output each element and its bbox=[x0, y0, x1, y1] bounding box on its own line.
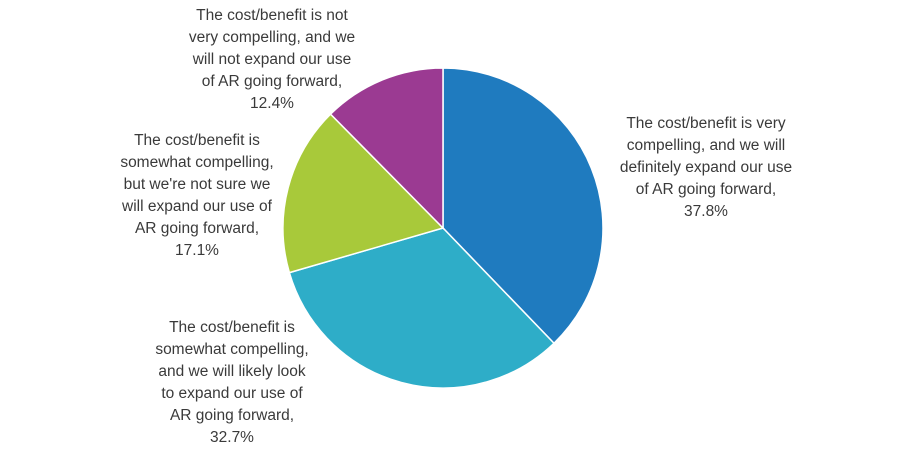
pie-slice-label-line: 17.1% bbox=[175, 242, 219, 259]
pie-slice-label-line: definitely expand our use bbox=[620, 159, 792, 176]
pie-slices bbox=[282, 67, 604, 389]
pie-slice-label-line: will not expand our use bbox=[192, 51, 352, 68]
pie-slice-2 bbox=[288, 227, 556, 389]
pie-slice-label-line: The cost/benefit is very bbox=[626, 115, 786, 132]
pie-slice-label-line: to expand our use of bbox=[161, 385, 303, 402]
pie-slice-label-line: of AR going forward, bbox=[636, 181, 776, 198]
pie-slice-label-2: The cost/benefit is somewhat compelling, a… bbox=[155, 319, 308, 446]
pie-slice-4 bbox=[329, 67, 444, 230]
pie-slice-label-line: 37.8% bbox=[684, 203, 728, 220]
pie-slice-label-line: somewhat compelling, bbox=[155, 341, 308, 358]
pie-slice-label-line: of AR going forward, bbox=[202, 73, 342, 90]
pie-slice-1 bbox=[442, 67, 604, 345]
pie-slice-label-4: The cost/benefit is not very compelling, … bbox=[189, 7, 355, 112]
pie-labels: The cost/benefit is very compelling, and … bbox=[120, 7, 792, 446]
pie-slice-label-line: The cost/benefit is bbox=[134, 132, 260, 149]
pie-slice-label-3: The cost/benefit is somewhat compelling, b… bbox=[120, 132, 273, 259]
pie-slice-label-1: The cost/benefit is very compelling, and … bbox=[620, 115, 792, 220]
pie-slice-label-line: very compelling, and we bbox=[189, 29, 355, 46]
pie-slice-label-line: 12.4% bbox=[250, 95, 294, 112]
pie-slice-label-line: The cost/benefit is not bbox=[196, 7, 348, 24]
pie-slice-3 bbox=[282, 113, 445, 274]
pie-slice-label-line: The cost/benefit is bbox=[169, 319, 295, 336]
pie-slice-label-line: AR going forward, bbox=[135, 220, 259, 237]
pie-slice-label-line: 32.7% bbox=[210, 429, 254, 446]
pie-slice-label-line: and we will likely look bbox=[158, 363, 306, 380]
pie-slice-label-line: AR going forward, bbox=[170, 407, 294, 424]
pie-slice-label-line: somewhat compelling, bbox=[120, 154, 273, 171]
pie-slice-label-line: compelling, and we will bbox=[627, 137, 786, 154]
pie-slice-label-line: will expand our use of bbox=[121, 198, 273, 215]
pie-slice-label-line: but we're not sure we bbox=[124, 176, 271, 193]
